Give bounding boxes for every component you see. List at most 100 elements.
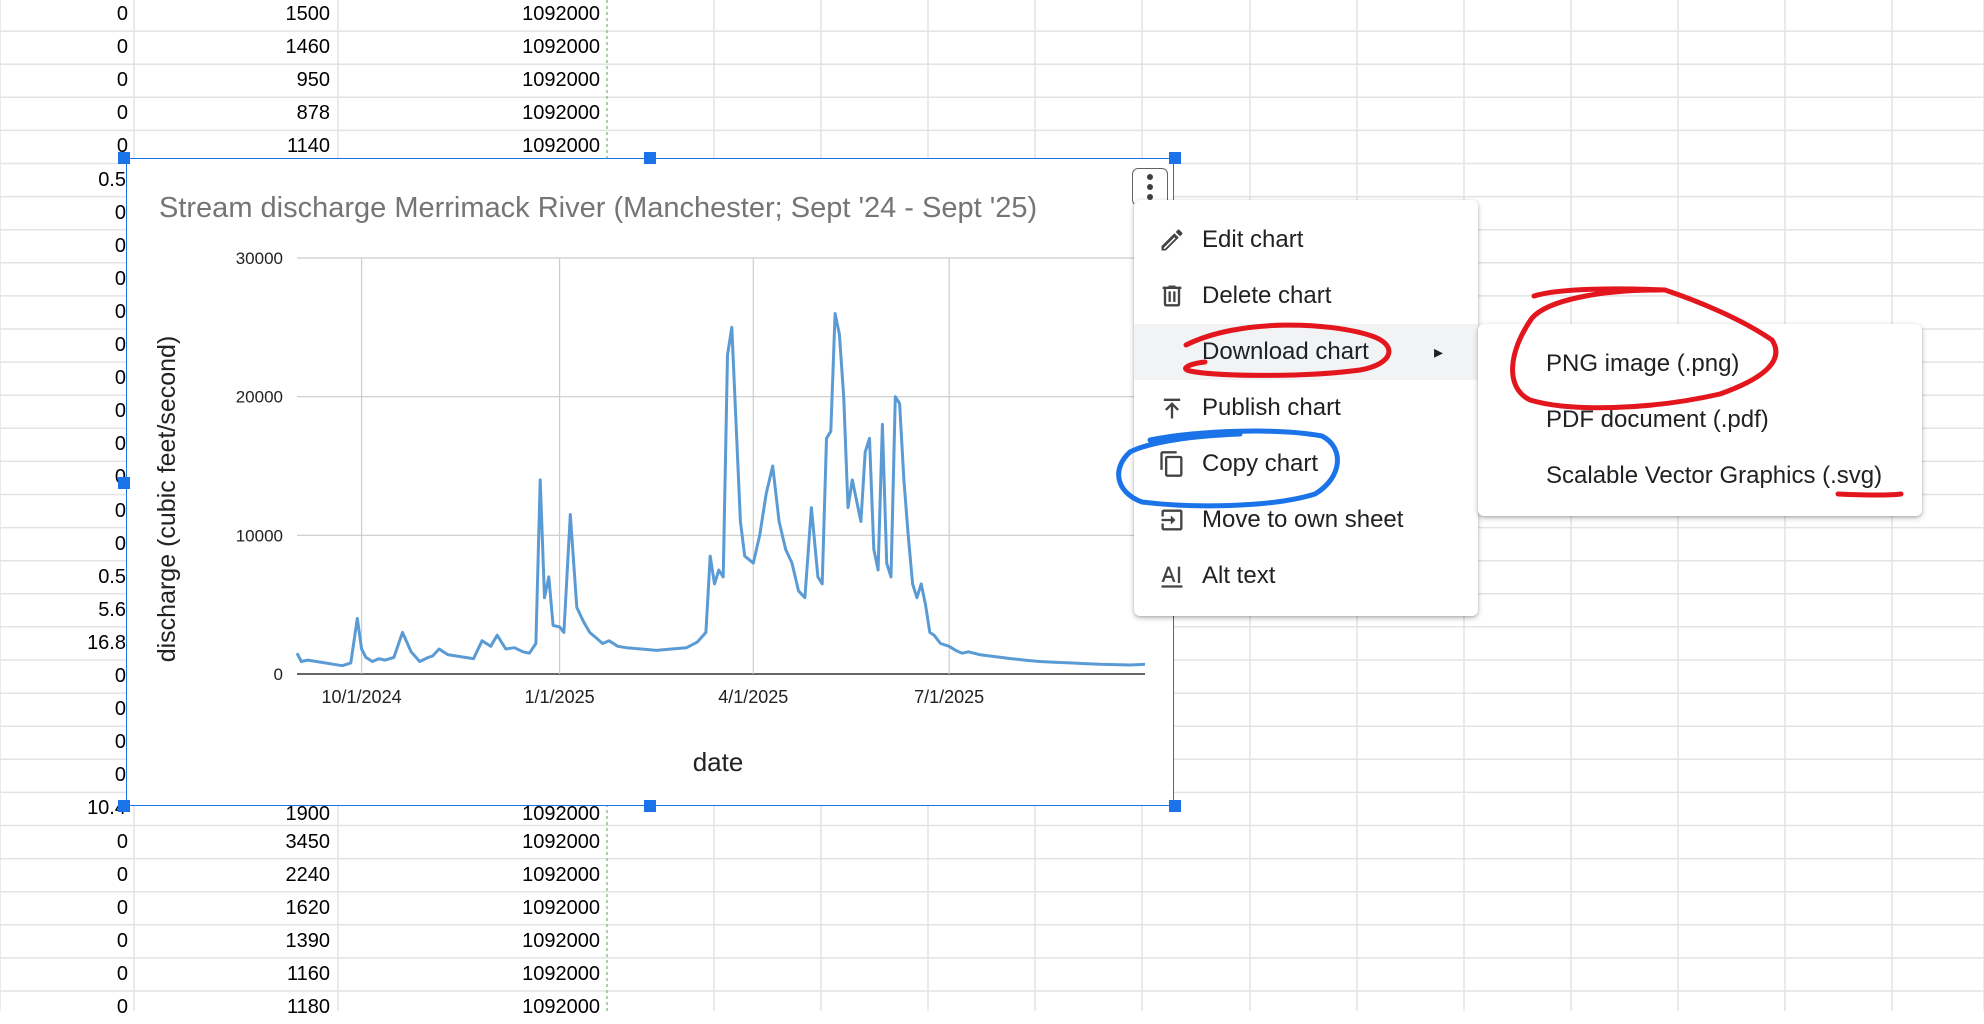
download-submenu: PNG image (.png) PDF document (.pdf) Sca…	[1478, 324, 1922, 516]
y-tick-label: 10000	[236, 526, 283, 545]
submenu-item-label: PDF document (.pdf)	[1546, 406, 1769, 433]
cell-value[interactable]: 0	[114, 267, 126, 290]
y-tick-label: 20000	[236, 388, 283, 407]
move-sheet-icon	[1161, 509, 1183, 531]
resize-handle-bottom-right[interactable]	[1169, 800, 1181, 812]
menu-item-move-to-own-sheet[interactable]: Move to own sheet	[1134, 492, 1478, 548]
kebab-dot-icon	[1147, 174, 1153, 180]
cell-value[interactable]: 1092000	[522, 896, 600, 919]
cell-value[interactable]: 0	[114, 234, 126, 257]
cell-value[interactable]: 0	[114, 201, 126, 224]
plot-area: 0 10000 20000 30000 10/1/2024 1/1/2025 4/1/202…	[236, 249, 1146, 707]
cell-value[interactable]: 1390	[285, 929, 331, 952]
x-tick-label: 4/1/2025	[718, 687, 788, 707]
cell-value[interactable]: 0	[116, 929, 128, 952]
submenu-item-label: Scalable Vector Graphics (.svg)	[1546, 462, 1883, 489]
cell-value[interactable]: 0	[116, 3, 128, 25]
cell-value[interactable]: 950	[296, 69, 330, 92]
cell-value[interactable]: 0.5	[98, 168, 126, 191]
resize-handle-top-right[interactable]	[1169, 152, 1181, 164]
series-line	[295, 312, 1146, 668]
cell-value[interactable]: 1092000	[522, 803, 600, 826]
cell-value[interactable]: 1092000	[522, 3, 600, 25]
cell-value[interactable]: 0	[116, 135, 128, 158]
cell-value[interactable]: 0	[114, 532, 126, 555]
cell-value[interactable]: 1092000	[522, 102, 600, 125]
menu-item-delete-chart[interactable]: Delete chart	[1134, 268, 1478, 324]
menu-item-alt-text[interactable]: Alt text	[1134, 548, 1478, 604]
cell-value[interactable]: 0	[116, 830, 128, 853]
cell-value[interactable]: 0	[114, 698, 126, 721]
menu-item-label: Alt text	[1202, 562, 1276, 589]
resize-handle-bottom-middle[interactable]	[644, 800, 656, 812]
cell-value[interactable]: 1500	[285, 3, 331, 25]
upload-icon	[1163, 398, 1181, 419]
chart-title: Stream discharge Merrimack River (Manche…	[159, 192, 1037, 224]
menu-item-label: Move to own sheet	[1202, 506, 1404, 533]
chart-options-button[interactable]	[1132, 168, 1168, 206]
cell-value[interactable]: 0	[116, 996, 128, 1018]
x-tick-label: 10/1/2024	[322, 687, 402, 707]
cell-value[interactable]: 1092000	[522, 830, 600, 853]
cell-value[interactable]: 0	[116, 896, 128, 919]
cell-value[interactable]: 5.6	[98, 598, 126, 621]
x-axis-label: date	[693, 747, 744, 777]
cell-value[interactable]: 0	[116, 962, 128, 985]
cell-value[interactable]: 1180	[286, 996, 330, 1018]
menu-item-copy-chart[interactable]: Copy chart	[1134, 436, 1478, 492]
cell-value[interactable]: 1460	[285, 36, 331, 59]
cell-value[interactable]: 0	[114, 367, 126, 390]
x-tick-label: 1/1/2025	[525, 687, 595, 707]
cell-value[interactable]: 1092000	[522, 69, 600, 92]
cell-value[interactable]: 0	[114, 764, 126, 787]
cell-value[interactable]: 0	[114, 731, 126, 754]
pencil-icon	[1161, 229, 1183, 251]
resize-handle-bottom-left[interactable]	[118, 800, 130, 812]
cell-value[interactable]: 0	[114, 665, 126, 687]
cell-value[interactable]: 0	[116, 36, 128, 59]
cell-value[interactable]: 1092000	[522, 36, 600, 59]
menu-item-download-chart[interactable]: Download chart ▸	[1134, 324, 1478, 380]
cell-value[interactable]: 1092000	[522, 996, 600, 1018]
submenu-item-label: PNG image (.png)	[1546, 350, 1740, 377]
resize-handle-top-middle[interactable]	[644, 152, 656, 164]
copy-icon	[1160, 451, 1183, 477]
cell-value[interactable]: 0	[6, 461, 126, 494]
x-tick-label: 7/1/2025	[914, 687, 984, 707]
cell-value[interactable]: 0	[114, 400, 126, 423]
cell-value[interactable]: 0	[114, 300, 126, 323]
cell-value[interactable]: 3450	[285, 830, 331, 853]
cell-value[interactable]: 1092000	[522, 135, 600, 158]
cell-value[interactable]: 1160	[286, 962, 330, 985]
cell-value[interactable]: 16.8	[87, 631, 126, 654]
cell-value[interactable]: 1092000	[522, 962, 600, 985]
kebab-dot-icon	[1147, 194, 1153, 200]
menu-item-label: Edit chart	[1202, 226, 1304, 253]
menu-item-edit-chart[interactable]: Edit chart	[1134, 212, 1478, 268]
cell-value[interactable]: 0	[114, 499, 126, 522]
cell-value[interactable]: 1092000	[522, 929, 600, 952]
cell-value[interactable]: 0	[116, 69, 128, 92]
submenu-item-pdf[interactable]: PDF document (.pdf)	[1478, 392, 1922, 448]
submenu-item-svg[interactable]: Scalable Vector Graphics (.svg)	[1478, 448, 1922, 504]
cell-value[interactable]: 0	[116, 102, 128, 125]
cell-value[interactable]: 1140	[286, 135, 330, 158]
menu-item-label: Delete chart	[1202, 282, 1332, 309]
cell-value[interactable]: 1900	[285, 803, 331, 826]
cell-value[interactable]: 1620	[285, 896, 331, 919]
cell-value[interactable]: 878	[296, 102, 330, 125]
menu-item-publish-chart[interactable]: Publish chart	[1134, 380, 1478, 436]
resize-handle-middle-left[interactable]	[118, 477, 130, 489]
chart-container[interactable]: Stream discharge Merrimack River (Manche…	[126, 158, 1174, 806]
cell-value[interactable]: 2240	[285, 863, 331, 886]
cell-value[interactable]: 0	[116, 863, 128, 886]
resize-handle-top-left[interactable]	[118, 152, 130, 164]
cell-value[interactable]: 0	[114, 334, 126, 356]
cell-value[interactable]: 0	[114, 433, 126, 456]
cell-value[interactable]: 0.5	[98, 565, 126, 588]
cell-value[interactable]: 10.4	[87, 797, 126, 820]
menu-item-label: Copy chart	[1202, 450, 1319, 477]
submenu-item-png[interactable]: PNG image (.png)	[1478, 336, 1922, 392]
cell-value[interactable]: 1092000	[522, 863, 600, 886]
line-chart: Stream discharge Merrimack River (Manche…	[153, 192, 1146, 777]
